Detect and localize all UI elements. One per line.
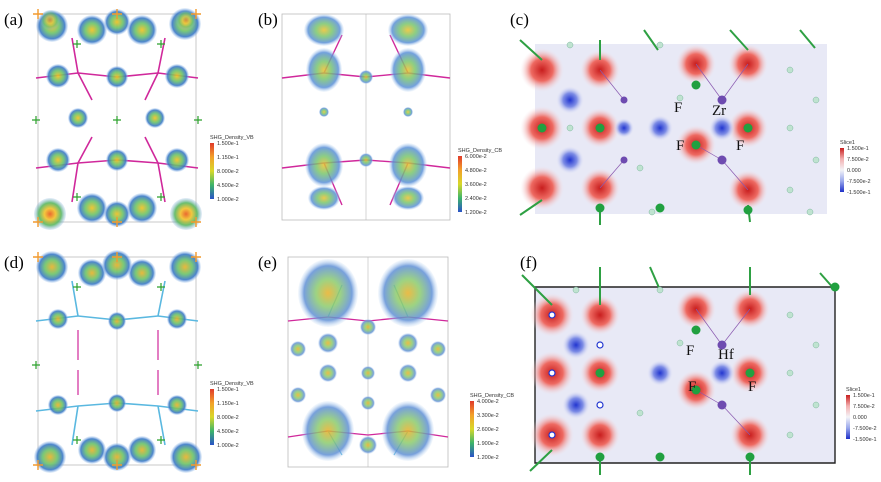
legend-title: SHG_Density_VB	[210, 381, 254, 387]
colorbar	[210, 389, 214, 445]
panel-label-d: (d)	[4, 253, 24, 272]
legend-tick: -7.500e-2	[847, 179, 871, 185]
legend-tick: -7.500e-2	[853, 426, 877, 432]
density-plot-e	[287, 256, 449, 468]
legend-tick: 7.500e-2	[853, 404, 875, 410]
density-plot-b	[281, 13, 451, 221]
panel-c: (c) F Zr F F Sli	[500, 0, 881, 240]
legend-tick: 4.000e-2	[477, 399, 499, 405]
panel-f: (f) F Hf F F	[500, 245, 881, 482]
atom-label-f: F	[736, 138, 745, 154]
atom-label-f: F	[674, 100, 683, 116]
legend-tick: 4.800e-2	[465, 168, 487, 174]
legend-tick: 3.600e-2	[465, 182, 487, 188]
legend-tick: 1.500e-1	[847, 146, 869, 152]
panel-label-a: (a)	[4, 10, 23, 29]
panel-e: (e) SHG_Density_CB 4.000e-2 3.300e	[250, 245, 514, 482]
legend-tick: -1.500e-1	[847, 190, 871, 196]
legend-tick: 1.200e-2	[477, 455, 499, 461]
atom-label-f: F	[676, 138, 685, 154]
legend-tick: 1.500e-1	[853, 393, 875, 399]
legend-tick: 1.500e-1	[217, 141, 239, 147]
colorbar	[840, 148, 844, 192]
legend-tick: 8.000e-2	[217, 169, 239, 175]
legend-tick: 6.000e-2	[465, 154, 487, 160]
colorbar	[470, 401, 474, 457]
legend-tick: 1.000e-2	[217, 197, 239, 203]
legend-tick: 2.400e-2	[465, 196, 487, 202]
atom-label-zr: Zr	[712, 103, 727, 119]
legend-f: Slice1 1.500e-1 7.500e-2 0.000 -7.500e-2…	[846, 387, 880, 467]
panel-label-b: (b)	[258, 10, 278, 29]
legend-tick: 0.000	[853, 415, 867, 421]
legend-tick: 3.300e-2	[477, 413, 499, 419]
legend-tick: 1.900e-2	[477, 441, 499, 447]
atom-label-f: F	[748, 379, 757, 395]
legend-tick: 7.500e-2	[847, 157, 869, 163]
legend-tick: -1.500e-1	[853, 437, 877, 443]
atom-label-f: F	[688, 379, 697, 395]
legend-tick: 8.000e-2	[217, 415, 239, 421]
legend-c: Slice1 1.500e-1 7.500e-2 0.000 -7.500e-2…	[840, 140, 880, 220]
legend-b: SHG_Density_CB 6.000e-2 4.800e-2 3.600e-…	[458, 148, 518, 228]
density-plot-d	[32, 250, 202, 473]
atom-label-f: F	[686, 343, 695, 359]
legend-title: Slice1	[846, 387, 861, 393]
colorbar	[458, 156, 462, 212]
panel-d: (d) SHG_Density_VB	[0, 245, 254, 482]
legend-title: SHG_Density_VB	[210, 135, 254, 141]
legend-title: SHG_Density_CB	[458, 148, 503, 154]
legend-tick: 1.150e-1	[217, 401, 239, 407]
legend-e: SHG_Density_CB 4.000e-2 3.300e-2 2.600e-…	[470, 393, 530, 473]
legend-tick: 1.200e-2	[465, 210, 487, 216]
legend-title: Slice1	[840, 140, 855, 146]
slice-plot-f	[521, 266, 840, 475]
legend-tick: 1.500e-1	[217, 387, 239, 393]
legend-tick: 0.000	[847, 168, 861, 174]
panel-label-f: (f)	[520, 253, 537, 272]
legend-tick: 1.000e-2	[217, 443, 239, 449]
legend-title: SHG_Density_CB	[470, 393, 515, 399]
density-plot-a	[32, 8, 202, 230]
atom-label-hf: Hf	[718, 347, 734, 363]
panel-a: (a)	[0, 0, 254, 240]
legend-tick: 4.500e-2	[217, 429, 239, 435]
panel-b: (b) SHG_Density_CB 6.000e-2	[250, 0, 510, 240]
panel-label-e: (e)	[258, 253, 277, 272]
legend-tick: 2.600e-2	[477, 427, 499, 433]
legend-tick: 1.150e-1	[217, 155, 239, 161]
colorbar	[846, 395, 850, 439]
legend-a: SHG_Density_VB 1.500e-1 1.150e-1 8.000e-…	[210, 135, 270, 215]
legend-d: SHG_Density_VB 1.500e-1 1.150e-1 8.000e-…	[210, 381, 270, 461]
panel-label-c: (c)	[510, 10, 529, 29]
slice-plot-c	[519, 29, 827, 225]
legend-tick: 4.500e-2	[217, 183, 239, 189]
colorbar	[210, 143, 214, 199]
